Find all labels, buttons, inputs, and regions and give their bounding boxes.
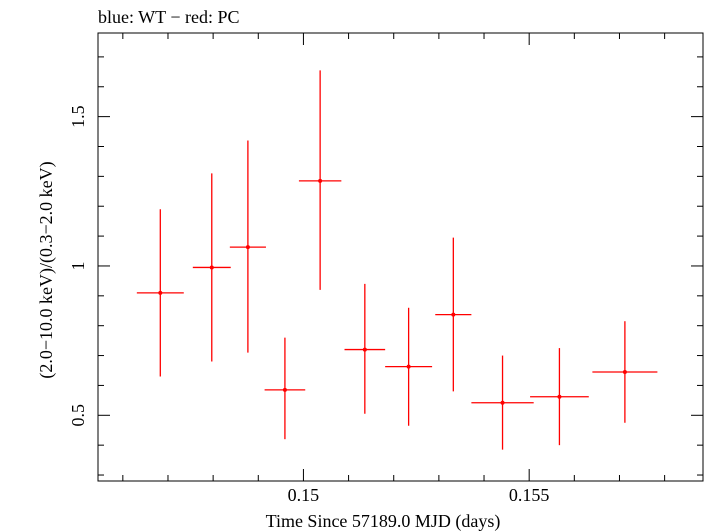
x-axis-label: Time Since 57189.0 MJD (days) (266, 511, 501, 532)
data-point (471, 355, 534, 450)
data-point (229, 140, 266, 353)
data-point (385, 307, 433, 426)
data-point (592, 321, 658, 423)
x-tick-label: 0.15 (288, 485, 320, 505)
y-axis-label: (2.0−10.0 keV)/(0.3−2.0 keV) (36, 161, 57, 378)
data-point (264, 337, 306, 440)
data-point (136, 209, 184, 377)
data-marker (282, 387, 287, 392)
plot-frame (97, 32, 704, 482)
data-marker (209, 265, 214, 270)
y-tick-label: 1 (68, 261, 88, 270)
data-marker (245, 245, 250, 250)
data-point (192, 173, 231, 362)
data-series (136, 70, 658, 450)
data-marker (451, 312, 456, 317)
data-point (435, 237, 472, 392)
data-point (530, 348, 589, 446)
y-tick-labels: 0.5 1 1.5 (68, 105, 88, 426)
axis-ticks (98, 33, 703, 481)
y-tick-label: 1.5 (68, 105, 88, 128)
y-tick-label: 0.5 (68, 404, 88, 427)
data-marker (557, 394, 562, 399)
data-marker (362, 347, 367, 352)
data-point (344, 283, 386, 414)
data-point (298, 70, 342, 290)
data-marker (406, 364, 411, 369)
x-tick-label: 0.155 (509, 485, 550, 505)
data-marker (622, 369, 627, 374)
data-marker (500, 400, 505, 405)
x-tick-labels: 0.15 0.155 (288, 485, 550, 505)
chart-title: blue: WT − red: PC (98, 7, 239, 27)
data-marker (158, 290, 163, 295)
data-marker (318, 178, 323, 183)
